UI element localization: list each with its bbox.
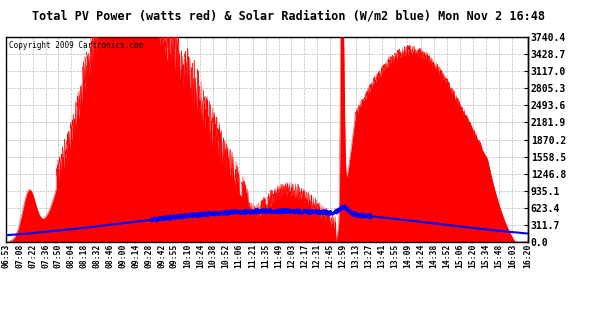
Text: Total PV Power (watts red) & Solar Radiation (W/m2 blue) Mon Nov 2 16:48: Total PV Power (watts red) & Solar Radia… (32, 9, 545, 22)
Text: Copyright 2009 Cartronics.com: Copyright 2009 Cartronics.com (8, 41, 143, 50)
